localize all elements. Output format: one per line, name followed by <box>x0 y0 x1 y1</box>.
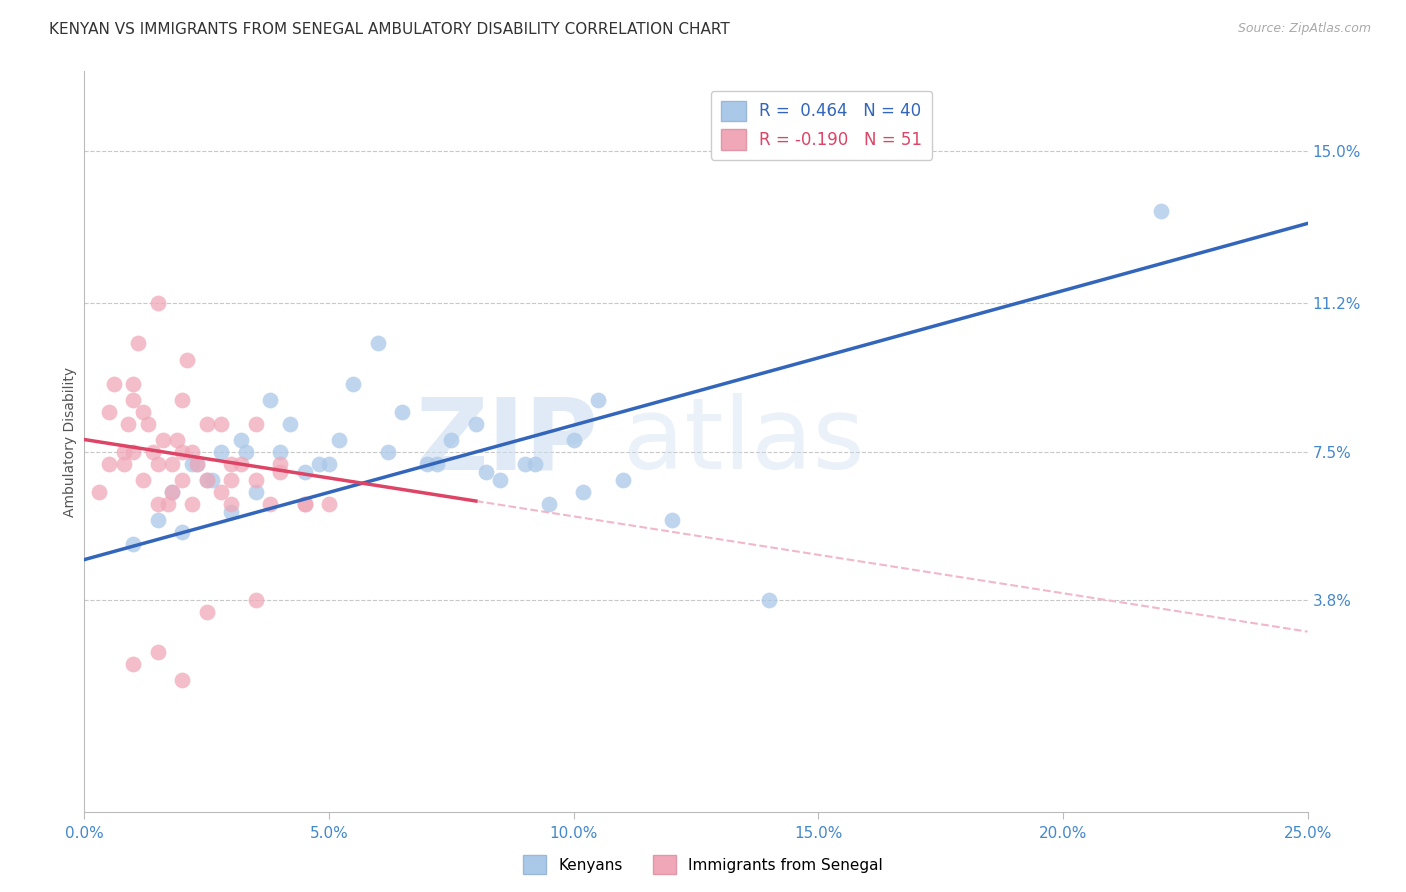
Point <box>562 433 585 447</box>
Point <box>294 497 316 511</box>
Point <box>219 505 242 519</box>
Point <box>195 473 218 487</box>
Point <box>172 524 194 539</box>
Point <box>200 473 222 487</box>
Legend: Kenyans, Immigrants from Senegal: Kenyans, Immigrants from Senegal <box>517 849 889 880</box>
Point <box>146 645 169 659</box>
Point <box>294 465 316 479</box>
Point <box>245 484 267 499</box>
Point <box>122 657 145 671</box>
Point <box>122 376 145 391</box>
Point <box>176 352 198 367</box>
Legend: R =  0.464   N = 40, R = -0.190   N = 51: R = 0.464 N = 40, R = -0.190 N = 51 <box>711 91 932 160</box>
Point <box>572 484 595 499</box>
Text: ZIP: ZIP <box>415 393 598 490</box>
Point <box>342 376 364 391</box>
Point <box>235 444 257 458</box>
Point <box>146 512 169 526</box>
Point <box>308 457 330 471</box>
Point <box>103 376 125 391</box>
Point <box>181 444 204 458</box>
Point <box>278 417 301 431</box>
Point <box>328 433 350 447</box>
Point <box>523 457 546 471</box>
Point <box>127 336 149 351</box>
Point <box>195 605 218 619</box>
Point <box>229 457 252 471</box>
Point <box>117 417 139 431</box>
Point <box>132 473 155 487</box>
Point <box>612 473 634 487</box>
Point <box>269 465 291 479</box>
Point <box>97 457 120 471</box>
Point <box>181 457 204 471</box>
Point <box>367 336 389 351</box>
Point <box>172 473 194 487</box>
Point <box>229 433 252 447</box>
Point <box>156 497 179 511</box>
Point <box>172 673 194 687</box>
Point <box>245 417 267 431</box>
Point <box>152 433 174 447</box>
Point <box>195 417 218 431</box>
Point <box>377 444 399 458</box>
Point <box>162 457 184 471</box>
Point <box>294 497 316 511</box>
Point <box>112 457 135 471</box>
Point <box>186 457 208 471</box>
Point <box>146 457 169 471</box>
Point <box>136 417 159 431</box>
Point <box>132 404 155 418</box>
Point <box>172 392 194 407</box>
Y-axis label: Ambulatory Disability: Ambulatory Disability <box>63 367 77 516</box>
Point <box>245 592 267 607</box>
Text: Source: ZipAtlas.com: Source: ZipAtlas.com <box>1237 22 1371 36</box>
Point <box>219 457 242 471</box>
Point <box>122 536 145 550</box>
Point <box>318 457 340 471</box>
Point <box>440 433 463 447</box>
Point <box>142 444 165 458</box>
Point <box>209 444 232 458</box>
Point <box>464 417 486 431</box>
Point <box>195 473 218 487</box>
Point <box>166 433 188 447</box>
Point <box>259 392 281 407</box>
Point <box>122 392 145 407</box>
Point <box>426 457 449 471</box>
Point <box>162 484 184 499</box>
Point <box>758 592 780 607</box>
Point <box>513 457 536 471</box>
Point <box>1150 204 1173 219</box>
Point <box>87 484 110 499</box>
Point <box>489 473 512 487</box>
Point <box>112 444 135 458</box>
Point <box>209 484 232 499</box>
Point <box>122 444 145 458</box>
Text: atlas: atlas <box>623 393 865 490</box>
Point <box>391 404 413 418</box>
Point <box>269 444 291 458</box>
Point <box>172 444 194 458</box>
Point <box>209 417 232 431</box>
Point <box>162 484 184 499</box>
Point <box>269 457 291 471</box>
Point <box>97 404 120 418</box>
Point <box>245 473 267 487</box>
Point <box>146 497 169 511</box>
Point <box>474 465 496 479</box>
Point <box>586 392 609 407</box>
Point <box>219 497 242 511</box>
Point <box>219 473 242 487</box>
Point <box>661 512 683 526</box>
Text: KENYAN VS IMMIGRANTS FROM SENEGAL AMBULATORY DISABILITY CORRELATION CHART: KENYAN VS IMMIGRANTS FROM SENEGAL AMBULA… <box>49 22 730 37</box>
Point <box>538 497 561 511</box>
Point <box>181 497 204 511</box>
Point <box>259 497 281 511</box>
Point <box>146 296 169 310</box>
Point <box>186 457 208 471</box>
Point <box>416 457 439 471</box>
Point <box>318 497 340 511</box>
